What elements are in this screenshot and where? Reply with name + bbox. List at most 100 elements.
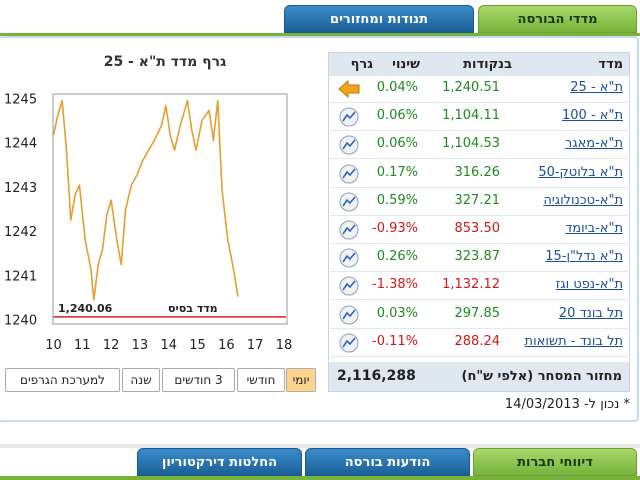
index-points: 1,104.53 — [442, 136, 500, 152]
icon-line — [342, 224, 356, 235]
icon-line — [342, 111, 356, 122]
index-points: 316.26 — [454, 164, 501, 180]
icon-line — [342, 337, 356, 348]
row-separator — [330, 130, 628, 132]
index-points: 288.24 — [454, 333, 501, 349]
tab[interactable]: דיווחי חברות — [473, 448, 637, 476]
index-name[interactable]: ת"א-ביומד — [565, 221, 623, 236]
icon-line — [342, 196, 356, 207]
tab[interactable]: תנודות ומחזורים — [284, 5, 474, 33]
x-tick-label: 11 — [74, 338, 91, 353]
chart-icon[interactable] — [337, 275, 361, 297]
tab[interactable]: החלטות דירקטוריון — [137, 448, 302, 476]
index-name[interactable]: ת"א-נפט וגז — [555, 277, 623, 293]
x-tick-label: 15 — [189, 338, 206, 353]
column-header: שינוי — [392, 57, 420, 72]
turnover-row — [329, 362, 629, 391]
chart-icon[interactable] — [337, 191, 361, 213]
chart-icon[interactable] — [337, 106, 361, 128]
range-button[interactable]: שנה — [122, 368, 160, 392]
row-separator — [330, 214, 628, 216]
row-separator — [330, 299, 628, 301]
index-name[interactable]: ת"א בלוטק-50 — [538, 164, 623, 180]
index-points: 323.87 — [454, 249, 501, 265]
chart-icon[interactable] — [337, 219, 361, 241]
index-points: 1,240.51 — [442, 80, 500, 95]
range-button[interactable]: למערכת הגרפים — [5, 368, 120, 392]
as-of-date: * נכון ל- 14/03/2013 — [504, 397, 630, 412]
x-tick-label: 17 — [247, 338, 264, 353]
turnover-value: 2,116,288 — [337, 368, 416, 384]
index-name[interactable]: ת"א - 100 — [562, 108, 623, 124]
row-separator — [330, 327, 628, 329]
index-name[interactable]: ת"א-מאגר — [564, 136, 623, 152]
tab[interactable]: מדדי הבורסה — [478, 5, 637, 33]
turnover-label: מחזור המסחר (אלפי ש"ח) — [461, 369, 623, 384]
divider — [0, 444, 640, 448]
chart-icon[interactable] — [337, 304, 361, 326]
baseline-title: מדד בסיס — [168, 302, 218, 315]
index-change: 0.17% — [376, 164, 418, 180]
selected-arrow[interactable] — [337, 78, 361, 100]
x-tick-label: 12 — [103, 338, 120, 353]
x-tick-label: 10 — [45, 338, 62, 353]
index-points: 297.85 — [454, 305, 501, 321]
x-tick-label: 13 — [132, 338, 149, 353]
row-separator — [330, 355, 628, 357]
tab[interactable]: הודעות בורסה — [305, 448, 470, 476]
chart-icon[interactable] — [337, 134, 361, 156]
row-separator — [330, 243, 628, 244]
icon-line — [342, 309, 356, 320]
column-header: גרף — [350, 57, 373, 72]
row-separator — [330, 102, 628, 103]
baseline-value: 1,240.06 — [58, 302, 113, 315]
index-line — [52, 99, 239, 301]
column-header: מדד — [598, 57, 623, 72]
index-change: 0.26% — [376, 249, 418, 265]
index-table — [328, 52, 630, 392]
y-tick-label: 1241 — [4, 269, 37, 284]
index-change: -0.11% — [372, 333, 418, 349]
index-change: -1.38% — [372, 277, 418, 293]
tab-underline — [0, 476, 640, 480]
index-change: 0.04% — [376, 80, 418, 95]
x-tick-label: 18 — [276, 338, 293, 353]
table-header — [329, 53, 629, 76]
index-name[interactable]: תל בונד 20 — [558, 305, 623, 321]
range-button[interactable]: חודשי — [237, 368, 285, 392]
index-change: 0.06% — [376, 108, 418, 124]
index-name[interactable]: תל בונד - תשואות — [524, 333, 623, 349]
index-points: 853.50 — [454, 221, 501, 236]
icon-line — [342, 139, 356, 150]
y-tick-label: 1245 — [4, 92, 37, 107]
chart-icon[interactable] — [337, 163, 361, 185]
y-tick-label: 1240 — [4, 314, 37, 329]
index-change: 0.03% — [376, 305, 418, 321]
x-tick-label: 14 — [160, 338, 177, 353]
chart-icon[interactable] — [337, 247, 361, 269]
index-points: 1,104.11 — [442, 108, 500, 124]
y-tick-label: 1242 — [4, 225, 37, 240]
index-points: 1,132.12 — [442, 277, 500, 293]
range-button[interactable]: יומי — [286, 368, 316, 392]
row-separator — [330, 158, 628, 160]
index-change: 0.06% — [376, 136, 418, 152]
index-name[interactable]: ת"א-טכנולוגיה — [543, 192, 623, 208]
y-tick-label: 1244 — [4, 137, 37, 152]
column-header: בנקודות — [463, 57, 512, 72]
index-name[interactable]: ת"א נדל"ן-15 — [545, 249, 623, 265]
y-tick-label: 1243 — [4, 181, 37, 196]
chart-title: גרף מדד ת"א - 25 — [104, 54, 227, 70]
range-button[interactable]: 3 חודשים — [162, 368, 235, 392]
index-name[interactable]: ת"א - 25 — [570, 80, 623, 95]
icon-line — [342, 280, 356, 291]
chart: גרף מדד ת"א - 25 1240 1241 1242 1243 1244 124… — [4, 54, 293, 353]
row-separator — [330, 271, 628, 273]
arrow-shape — [338, 79, 360, 99]
icon-line — [342, 168, 356, 179]
icon-line — [342, 252, 356, 263]
row-separator — [330, 186, 628, 188]
chart-icon[interactable] — [337, 332, 361, 354]
index-points: 327.21 — [454, 192, 501, 208]
